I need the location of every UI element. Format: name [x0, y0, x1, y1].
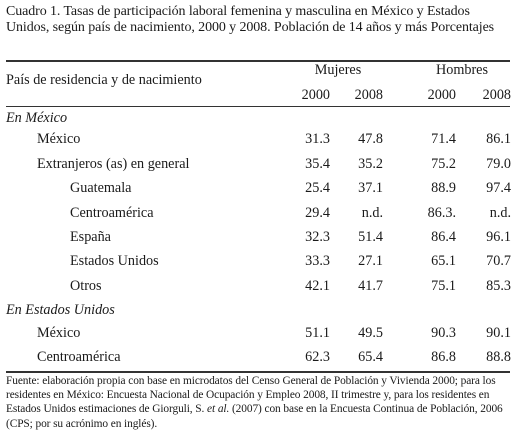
- table-cell: 86.8: [431, 349, 456, 365]
- row-label: Centroamérica: [70, 205, 154, 221]
- table-footnote: Fuente: elaboración propia con base en m…: [6, 374, 511, 431]
- table-cell: 27.1: [358, 253, 383, 269]
- table-cell: 90.1: [486, 325, 511, 341]
- table-cell: 65.1: [431, 253, 456, 269]
- table-cell: 33.3: [305, 253, 330, 269]
- row-label: Extranjeros (as) en general: [37, 156, 190, 172]
- table-cell: 49.5: [358, 325, 383, 341]
- table-cell: 86.4: [431, 229, 456, 245]
- row-header: País de residencia y de nacimiento: [6, 72, 202, 88]
- group-header-hombres: Hombres: [435, 62, 488, 78]
- table-cell: 70.7: [486, 253, 511, 269]
- bottom-rule: [6, 371, 510, 373]
- footnote-text-end: (2007) con base en la Encuesta Continua …: [6, 403, 503, 430]
- table-cell: 86.3.: [427, 205, 456, 221]
- table-cell: 42.1: [305, 278, 330, 294]
- year-header: 2000: [301, 87, 330, 103]
- row-label: Guatemala: [70, 180, 132, 196]
- table-cell: 75.1: [431, 278, 456, 294]
- table-caption: Cuadro 1. Tasas de participación laboral…: [6, 4, 495, 35]
- footnote-etal: et al.: [207, 403, 230, 416]
- table-cell: 35.2: [358, 156, 383, 172]
- row-label: Otros: [70, 278, 102, 294]
- table-cell: 90.3: [431, 325, 456, 341]
- year-header: 2008: [354, 87, 383, 103]
- table-cell: 65.4: [358, 349, 383, 365]
- table-cell: 88.9: [431, 180, 456, 196]
- row-label: España: [70, 229, 111, 245]
- table-cell: 62.3: [305, 349, 330, 365]
- table-cell: 35.4: [305, 156, 330, 172]
- table-cell: 37.1: [358, 180, 383, 196]
- table-cell: 71.4: [431, 131, 456, 147]
- table-cell: 97.4: [486, 180, 511, 196]
- top-rule: [6, 60, 510, 62]
- table-cell: 86.1: [486, 131, 511, 147]
- table-cell: 47.8: [358, 131, 383, 147]
- table-cell: n.d.: [361, 205, 383, 221]
- year-header: 2000: [427, 87, 456, 103]
- table-cell: 51.4: [358, 229, 383, 245]
- table-cell: 29.4: [305, 205, 330, 221]
- row-label: Estados Unidos: [70, 253, 159, 269]
- section-title: En México: [6, 110, 68, 126]
- row-label: México: [37, 131, 81, 147]
- table-cell: n.d.: [489, 205, 511, 221]
- header-rule: [6, 106, 510, 107]
- year-header: 2008: [482, 87, 511, 103]
- table-cell: 79.0: [486, 156, 511, 172]
- table-cell: 41.7: [358, 278, 383, 294]
- row-label: México: [37, 325, 81, 341]
- table-cell: 32.3: [305, 229, 330, 245]
- footnote-text: Fuente: elaboración propia con base en m…: [6, 375, 496, 416]
- table-cell: 85.3: [486, 278, 511, 294]
- table-cell: 31.3: [305, 131, 330, 147]
- table-cell: 96.1: [486, 229, 511, 245]
- table-cell: 51.1: [305, 325, 330, 341]
- group-header-mujeres: Mujeres: [314, 62, 362, 78]
- table-cell: 88.8: [486, 349, 511, 365]
- row-label: Centroamérica: [37, 349, 121, 365]
- table-cell: 25.4: [305, 180, 330, 196]
- table-cell: 75.2: [431, 156, 456, 172]
- section-title: En Estados Unidos: [6, 302, 115, 318]
